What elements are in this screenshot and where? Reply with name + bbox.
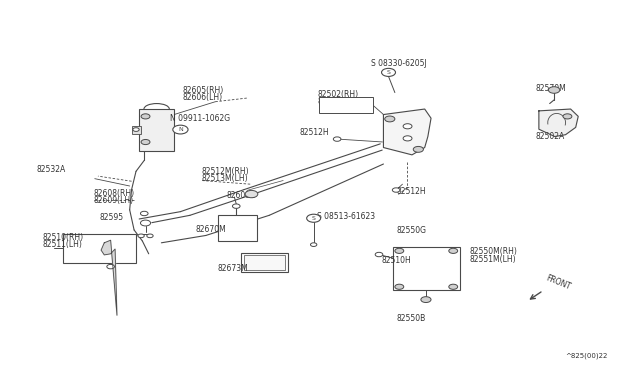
Circle shape	[381, 68, 396, 76]
Text: 82510H: 82510H	[381, 256, 412, 265]
Bar	[139, 109, 174, 151]
Text: FRONT: FRONT	[545, 273, 572, 291]
Text: N: N	[178, 127, 183, 132]
Text: S: S	[387, 70, 390, 75]
Bar	[241, 253, 288, 272]
Text: 82606(LH): 82606(LH)	[182, 93, 223, 102]
Text: S 08513-61623: S 08513-61623	[317, 212, 375, 221]
Text: 82510(RH): 82510(RH)	[43, 233, 84, 242]
Text: 82570M: 82570M	[536, 84, 566, 93]
Circle shape	[140, 220, 150, 226]
Circle shape	[375, 252, 383, 257]
Text: 82502(RH): 82502(RH)	[317, 90, 358, 99]
Circle shape	[245, 190, 258, 198]
Text: 82532A: 82532A	[36, 165, 66, 174]
Bar	[244, 255, 285, 270]
Text: 82503(LH): 82503(LH)	[317, 97, 358, 106]
Bar	[63, 234, 136, 263]
Circle shape	[385, 116, 395, 122]
Circle shape	[140, 211, 148, 216]
Circle shape	[333, 137, 341, 141]
Text: 82608(RH): 82608(RH)	[93, 189, 134, 198]
Text: 82609(LH): 82609(LH)	[93, 196, 134, 205]
Text: 82512H: 82512H	[300, 128, 330, 137]
Circle shape	[141, 114, 150, 119]
Circle shape	[307, 214, 321, 222]
Text: 82550G: 82550G	[396, 227, 426, 235]
Text: 82595: 82595	[100, 212, 124, 222]
Text: S: S	[312, 216, 316, 221]
Text: 82550B: 82550B	[396, 314, 426, 323]
Text: 82502A: 82502A	[536, 132, 565, 141]
Circle shape	[449, 248, 458, 253]
Circle shape	[138, 234, 144, 238]
Circle shape	[413, 147, 424, 152]
Text: 82551M(LH): 82551M(LH)	[469, 255, 516, 264]
Circle shape	[395, 284, 404, 289]
Bar	[132, 125, 141, 134]
Polygon shape	[101, 240, 117, 315]
Circle shape	[141, 140, 150, 145]
Circle shape	[395, 248, 404, 253]
Bar	[393, 247, 460, 291]
Circle shape	[563, 114, 572, 119]
Text: ^825(00)22: ^825(00)22	[565, 352, 607, 359]
Circle shape	[310, 243, 317, 247]
Circle shape	[107, 264, 115, 269]
Text: N 09911-1062G: N 09911-1062G	[170, 114, 230, 123]
Text: 82605(RH): 82605(RH)	[182, 86, 223, 95]
Text: S 08330-6205J: S 08330-6205J	[371, 59, 426, 68]
Circle shape	[449, 284, 458, 289]
Circle shape	[147, 234, 153, 238]
Circle shape	[232, 204, 240, 208]
Polygon shape	[383, 109, 431, 155]
Text: 82673M: 82673M	[217, 264, 248, 273]
Text: 82670M: 82670M	[195, 225, 226, 234]
Text: 82512M(RH): 82512M(RH)	[202, 167, 249, 176]
Circle shape	[403, 124, 412, 129]
Text: 82608C: 82608C	[226, 191, 255, 200]
Circle shape	[403, 136, 412, 141]
Text: 82512H: 82512H	[396, 187, 426, 196]
Text: 82550M(RH): 82550M(RH)	[469, 247, 517, 256]
Text: 82511(LH): 82511(LH)	[43, 240, 83, 249]
Text: 82513M(LH): 82513M(LH)	[202, 174, 248, 183]
Circle shape	[548, 87, 560, 93]
Circle shape	[173, 125, 188, 134]
Bar	[218, 215, 257, 241]
Bar	[319, 97, 372, 113]
Circle shape	[133, 128, 139, 131]
Circle shape	[421, 296, 431, 302]
Polygon shape	[539, 109, 578, 137]
Circle shape	[392, 188, 400, 192]
